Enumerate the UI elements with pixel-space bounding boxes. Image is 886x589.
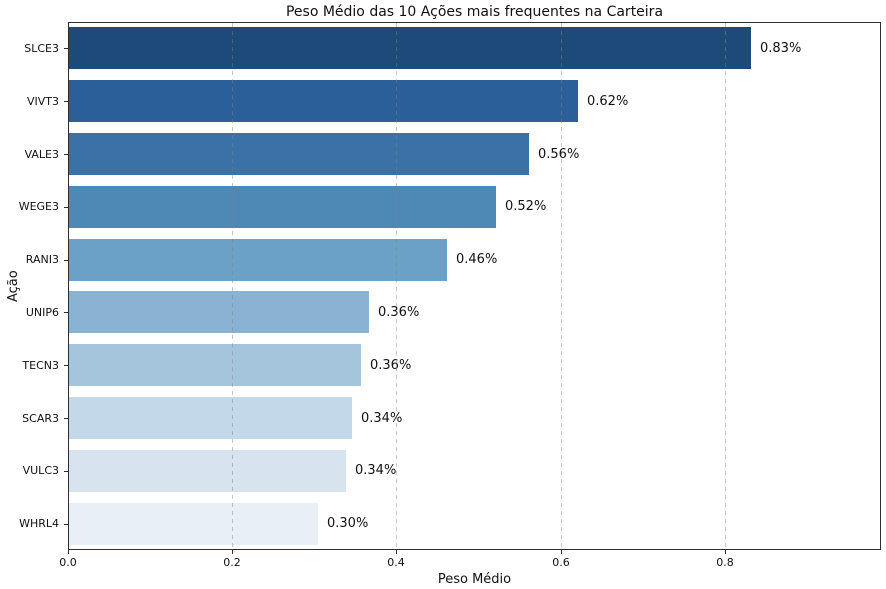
- xtick-label: 0.8: [716, 556, 734, 569]
- ytick-label-vivt3: VIVT3: [26, 95, 59, 108]
- bar-value-label: 0.36%: [378, 305, 420, 320]
- x-axis-label: Peso Médio: [437, 572, 512, 587]
- plot-area: [68, 22, 881, 550]
- bar-unip6: [69, 291, 369, 333]
- bar-whrl4: [69, 503, 318, 545]
- ytick-label-wege3: WEGE3: [18, 200, 59, 213]
- ytick-label-tecn3: TECN3: [22, 359, 59, 372]
- ytick-mark: [64, 471, 68, 472]
- ytick-label-vulc3: VULC3: [22, 464, 59, 477]
- chart-title: Peso Médio das 10 Ações mais frequentes …: [285, 4, 664, 20]
- bar-value-label: 0.83%: [760, 41, 802, 56]
- xtick-label: 0.4: [387, 556, 405, 569]
- xtick-mark: [232, 550, 233, 554]
- xtick-mark: [396, 550, 397, 554]
- ytick-mark: [64, 418, 68, 419]
- ytick-mark: [64, 524, 68, 525]
- gridline: [725, 23, 726, 549]
- bar-vulc3: [69, 450, 346, 492]
- bar-value-label: 0.30%: [327, 516, 369, 531]
- xtick-label: 0.0: [59, 556, 77, 569]
- xtick-mark: [725, 550, 726, 554]
- ytick-mark: [64, 312, 68, 313]
- ytick-label-rani3: RANI3: [25, 253, 59, 266]
- xtick-mark: [561, 550, 562, 554]
- bar-rani3: [69, 239, 447, 281]
- ytick-mark: [64, 207, 68, 208]
- gridline: [232, 23, 233, 549]
- bar-scar3: [69, 397, 352, 439]
- ytick-mark: [64, 48, 68, 49]
- ytick-mark: [64, 260, 68, 261]
- xtick-label: 0.6: [552, 556, 570, 569]
- bar-wege3: [69, 186, 496, 228]
- bar-vivt3: [69, 80, 578, 122]
- ytick-label-slce3: SLCE3: [24, 42, 59, 55]
- bar-value-label: 0.34%: [355, 463, 397, 478]
- ytick-label-unip6: UNIP6: [25, 306, 59, 319]
- bar-value-label: 0.52%: [505, 199, 547, 214]
- ytick-mark: [64, 154, 68, 155]
- gridline: [561, 23, 562, 549]
- bar-value-label: 0.56%: [538, 147, 580, 162]
- bar-value-label: 0.46%: [456, 252, 498, 267]
- ytick-label-vale3: VALE3: [24, 148, 59, 161]
- ytick-label-whrl4: WHRL4: [19, 517, 59, 530]
- bar-tecn3: [69, 344, 361, 386]
- gridline: [396, 23, 397, 549]
- xtick-label: 0.2: [223, 556, 241, 569]
- bar-slce3: [69, 27, 751, 69]
- bar-value-label: 0.62%: [587, 94, 629, 109]
- ytick-mark: [64, 101, 68, 102]
- bar-value-label: 0.36%: [370, 358, 412, 373]
- ytick-mark: [64, 365, 68, 366]
- ytick-label-scar3: SCAR3: [22, 412, 59, 425]
- xtick-mark: [68, 550, 69, 554]
- bar-value-label: 0.34%: [361, 411, 403, 426]
- bar-vale3: [69, 133, 529, 175]
